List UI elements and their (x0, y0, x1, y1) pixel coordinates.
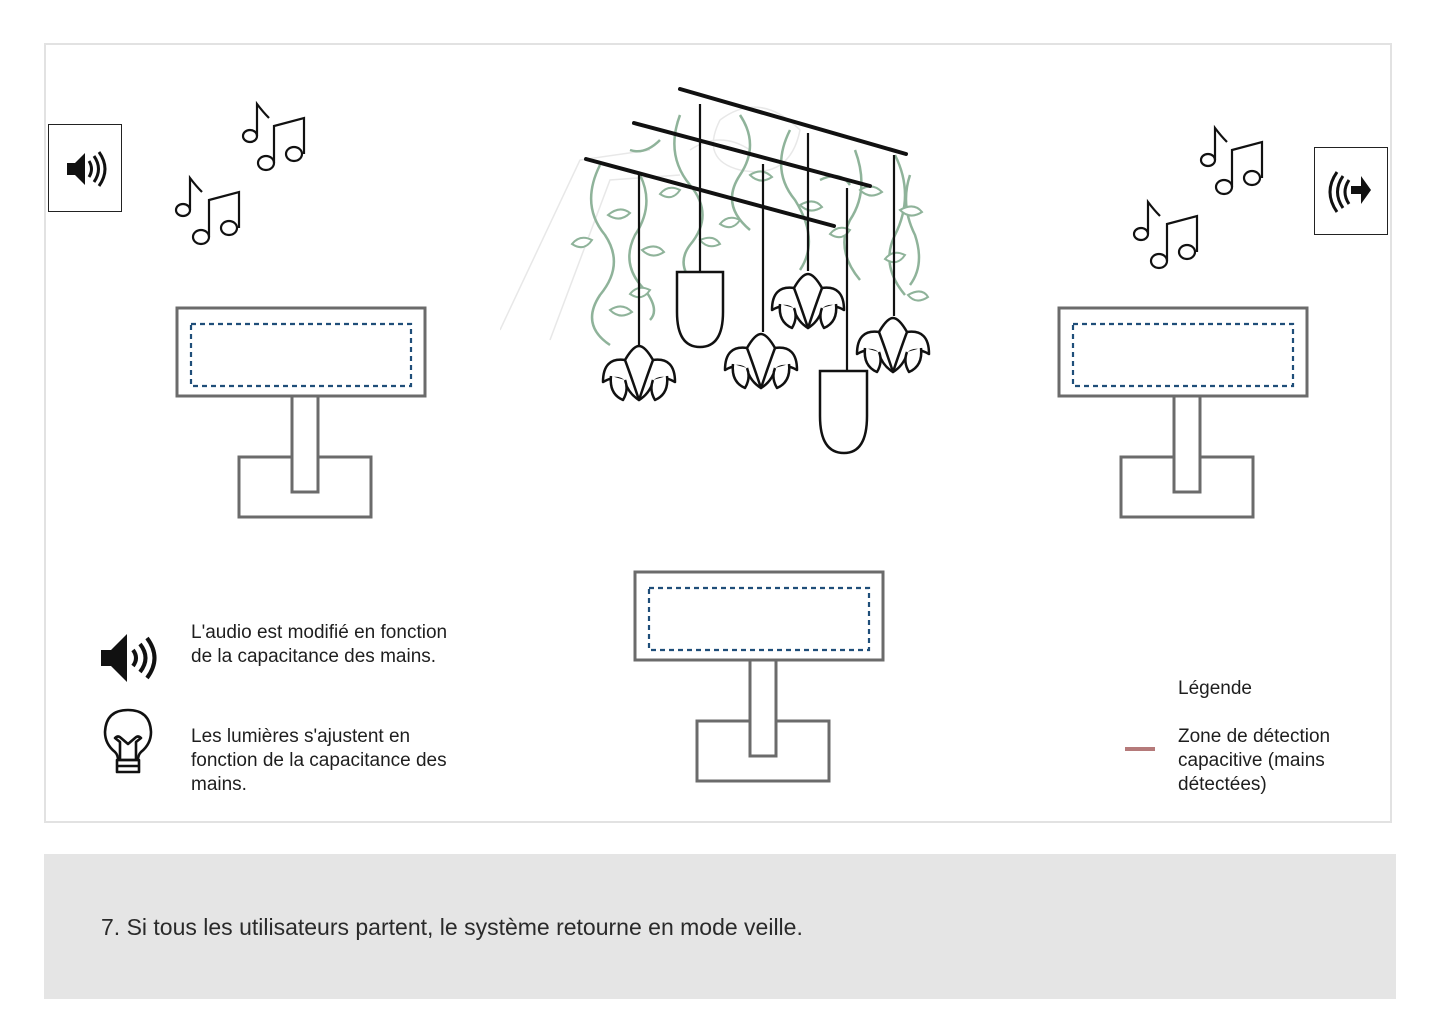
hanging-lights-installation (500, 87, 931, 455)
audio-description: L'audio est modifié en fonction de la ca… (191, 622, 448, 667)
pendant-lamp (675, 270, 725, 349)
flower-lamp (601, 344, 677, 402)
capacitive-zone (647, 586, 871, 652)
flower-lamp (770, 272, 846, 330)
step-text: 7. Si tous les utilisateurs partent, le … (101, 914, 803, 940)
sensor-stand-left (175, 306, 427, 519)
lightbulb-icon (103, 708, 153, 774)
sensor-stand-right (1057, 306, 1309, 519)
lights-description: Les lumières s'ajustent en fonction de l… (191, 726, 447, 795)
pendant-lamp (818, 369, 869, 455)
speaker-loud-icon (101, 634, 157, 682)
capacitive-zone (1071, 322, 1295, 388)
legend-title: Légende (1178, 678, 1252, 699)
flower-lamp (855, 316, 931, 374)
diagram-frame (44, 43, 1392, 823)
legend-item-label: Zone de détection capacitive (mains déte… (1178, 726, 1331, 795)
music-notes-icon (174, 100, 306, 246)
speaker-loud-icon (67, 151, 107, 187)
step-footer: 7. Si tous les utilisateurs partent, le … (44, 854, 1396, 999)
left-speaker (48, 124, 122, 212)
music-notes-icon (1132, 124, 1264, 270)
sensor-stand-center (633, 570, 885, 783)
speaker-waves-icon (1328, 171, 1371, 213)
legend-swatch (1125, 747, 1155, 751)
vine-foliage (589, 114, 921, 347)
flower-lamp (723, 332, 799, 390)
capacitive-zone (189, 322, 413, 388)
right-speaker (1314, 147, 1388, 235)
